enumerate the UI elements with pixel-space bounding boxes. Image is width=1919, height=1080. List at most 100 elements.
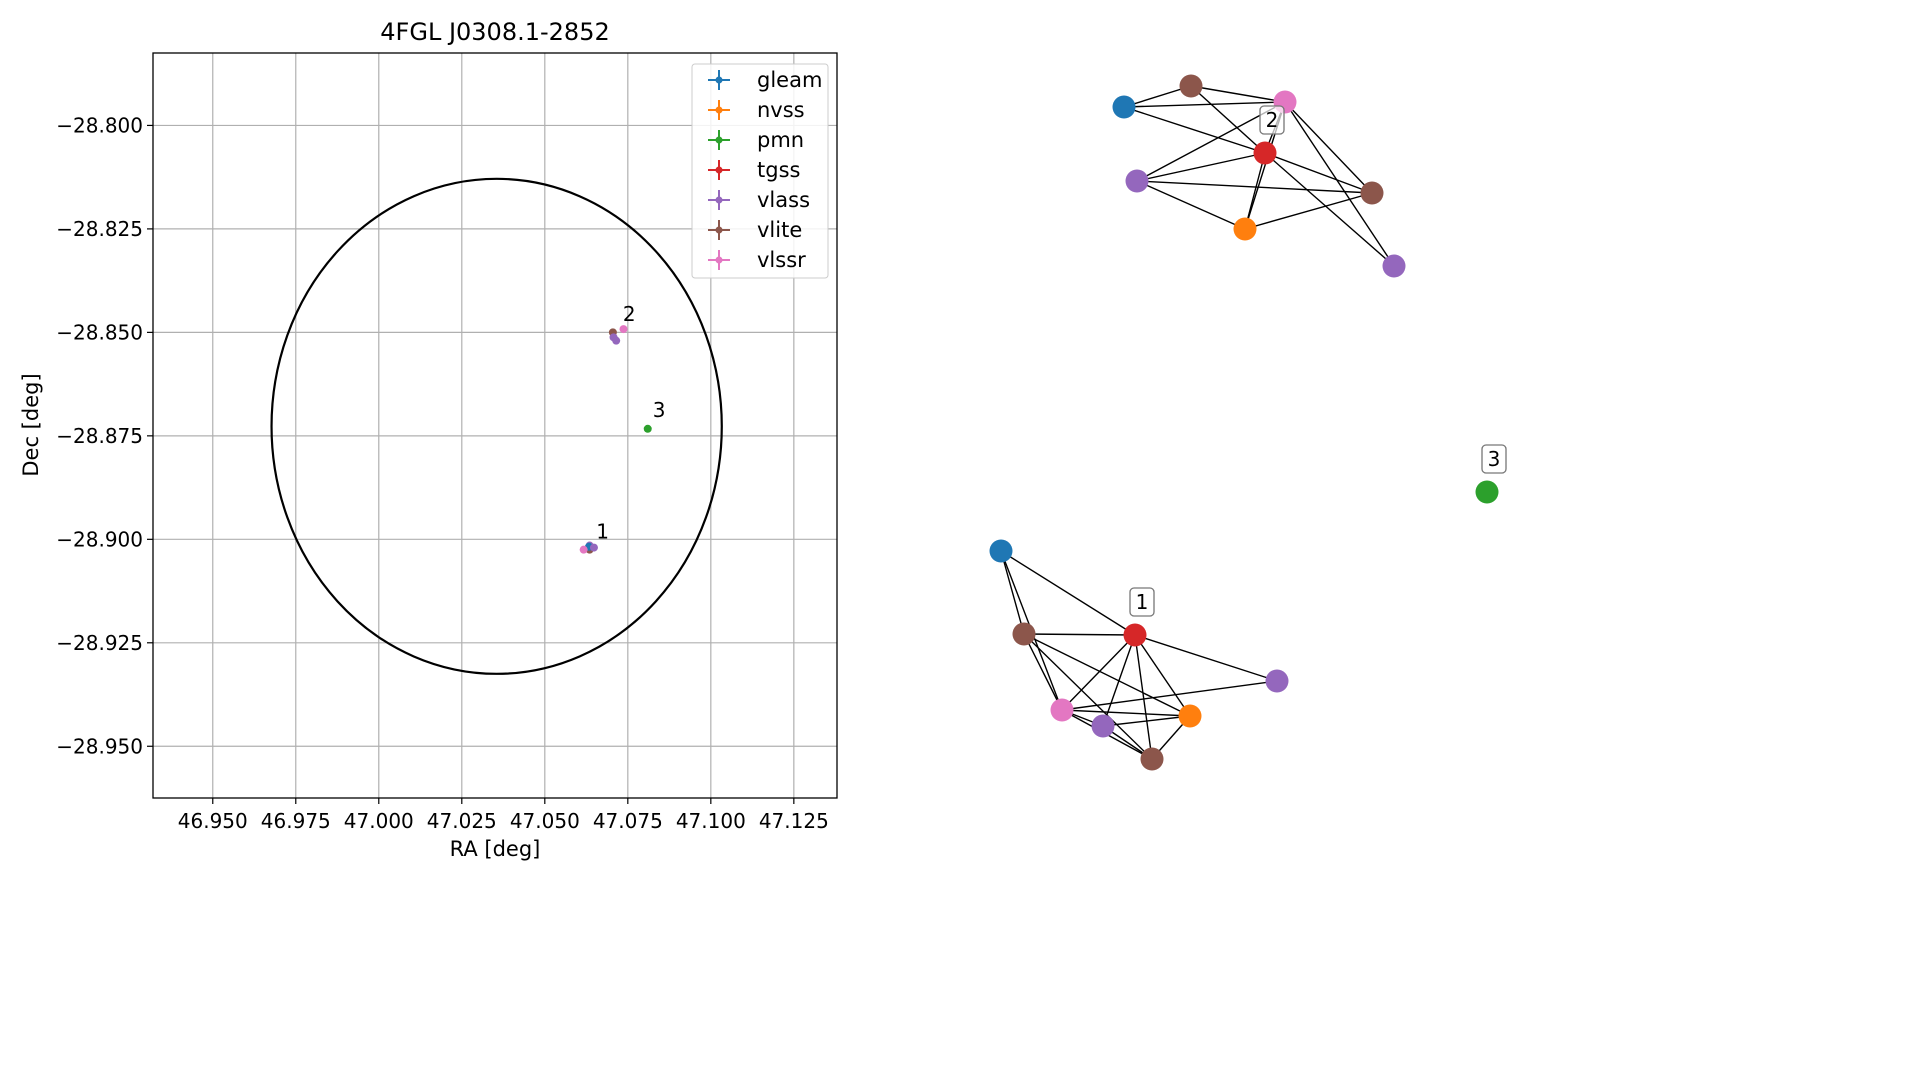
network-edge: [1244, 192, 1373, 230]
y-tick-label: −28.900: [56, 527, 143, 551]
network-edge: [1061, 709, 1191, 717]
legend: gleam nvss pmn tgss vlass vlite vlssr: [691, 63, 829, 279]
legend-marker-dot: [715, 106, 723, 114]
x-ticks: 46.950 46.975 47.000 47.025 47.050 47.075 47.1…: [178, 798, 829, 833]
legend-label: pmn: [757, 128, 804, 152]
legend-item-nvss: nvss: [708, 98, 805, 122]
point-vlass: [612, 336, 621, 345]
network-edge: [1023, 633, 1191, 717]
y-tick-label: −28.800: [56, 113, 143, 137]
x-tick-label: 47.000: [344, 809, 414, 833]
x-tick-label: 47.100: [676, 809, 746, 833]
y-axis-label: Dec [deg]: [19, 373, 43, 476]
network-edge: [1264, 152, 1373, 194]
legend-marker-dot: [715, 256, 723, 264]
network-node-gleam: [989, 539, 1013, 563]
legend-label: vlite: [757, 218, 802, 242]
point-vlass: [589, 543, 598, 552]
network-edge: [1023, 633, 1153, 760]
network-label-text: 3: [1488, 447, 1501, 471]
legend-item-gleam: gleam: [708, 68, 822, 92]
point-vlssr: [579, 545, 588, 554]
network-edge: [1190, 85, 1286, 103]
point-vlssr: [619, 325, 628, 334]
network-edge: [1000, 550, 1025, 635]
x-tick-label: 46.975: [261, 809, 331, 833]
network-node-vlass: [1125, 169, 1149, 193]
legend-item-tgss: tgss: [708, 158, 800, 182]
network-edge: [1123, 106, 1266, 154]
network-edge: [1244, 152, 1266, 230]
network-edge: [1134, 634, 1191, 717]
network-labels: 1 2 3: [1129, 105, 1507, 617]
y-tick-label: −28.925: [56, 631, 143, 655]
legend-frame: [691, 63, 829, 279]
network-node-vlass: [1265, 669, 1289, 693]
network-edge: [1102, 634, 1136, 727]
legend-label: nvss: [757, 98, 805, 122]
localization-ellipse: [270, 177, 723, 675]
legend-marker-dot: [715, 226, 723, 234]
network-label-box: [1129, 587, 1155, 617]
network-node-vlite: [1012, 622, 1036, 646]
network-node-vlite: [1179, 74, 1203, 98]
network-node-pmn: [1475, 480, 1499, 504]
y-ticks: −28.800 −28.825 −28.850 −28.875 −28.900 −28.9…: [56, 113, 153, 758]
point-annotation: 3: [653, 398, 666, 422]
network-panel: 1 2 3: [989, 74, 1507, 771]
x-tick-label: 47.125: [759, 809, 829, 833]
grid-layer: [153, 53, 837, 798]
point-pmn: [643, 424, 652, 433]
y-tick-label: −28.850: [56, 320, 143, 344]
network-label: 1: [1129, 587, 1155, 617]
network-nodes: [989, 74, 1499, 771]
legend-marker-dot: [715, 166, 723, 174]
sky-scatter-panel: 4FGL J0308.1-2852 1 2 3 46.950 46.975 47.000…: [19, 18, 838, 861]
legend-item-vlass: vlass: [708, 188, 810, 212]
legend-label: vlass: [757, 188, 810, 212]
network-edge: [1136, 152, 1266, 182]
network-edge: [1284, 101, 1373, 194]
legend-items: gleam nvss pmn tgss vlass vlite vlssr: [708, 68, 822, 272]
annotation-layer: 1 2 3: [596, 302, 665, 544]
network-edge: [1134, 634, 1278, 682]
point-annotation: 2: [623, 302, 636, 326]
plot-frame: [152, 52, 838, 799]
network-label: 3: [1481, 444, 1507, 474]
network-label-text: 2: [1266, 108, 1279, 132]
network-edge: [1102, 715, 1191, 727]
network-edge: [1134, 634, 1153, 760]
points-layer: [579, 325, 652, 554]
legend-marker-dot: [715, 76, 723, 84]
network-edge: [1264, 152, 1395, 267]
legend-label: vlssr: [757, 248, 806, 272]
network-edge: [1061, 634, 1136, 711]
ellipse-layer: [270, 177, 723, 675]
network-node-vlite: [1360, 181, 1384, 205]
legend-marker-dot: [715, 196, 723, 204]
x-axis-label: RA [deg]: [450, 837, 541, 861]
chart-title: 4FGL J0308.1-2852: [380, 18, 609, 46]
network-label: 2: [1259, 105, 1285, 135]
point-annotation: 1: [596, 519, 609, 543]
network-node-vlass: [1091, 714, 1115, 738]
y-tick-label: −28.875: [56, 424, 143, 448]
network-edge: [1136, 180, 1373, 194]
network-node-vlssr: [1050, 698, 1074, 722]
network-node-tgss: [1253, 141, 1277, 165]
network-label-text: 1: [1136, 590, 1149, 614]
y-tick-label: −28.950: [56, 734, 143, 758]
x-tick-label: 46.950: [178, 809, 248, 833]
network-edge: [1123, 101, 1286, 108]
network-node-nvss: [1178, 704, 1202, 728]
x-tick-label: 47.050: [510, 809, 580, 833]
network-edge: [1136, 180, 1246, 230]
network-node-gleam: [1112, 95, 1136, 119]
legend-item-vlite: vlite: [708, 218, 802, 242]
legend-item-pmn: pmn: [708, 128, 804, 152]
network-node-vlass: [1382, 254, 1406, 278]
network-edge: [1000, 550, 1136, 636]
network-edge: [1190, 85, 1266, 154]
network-edges: [1000, 85, 1395, 760]
